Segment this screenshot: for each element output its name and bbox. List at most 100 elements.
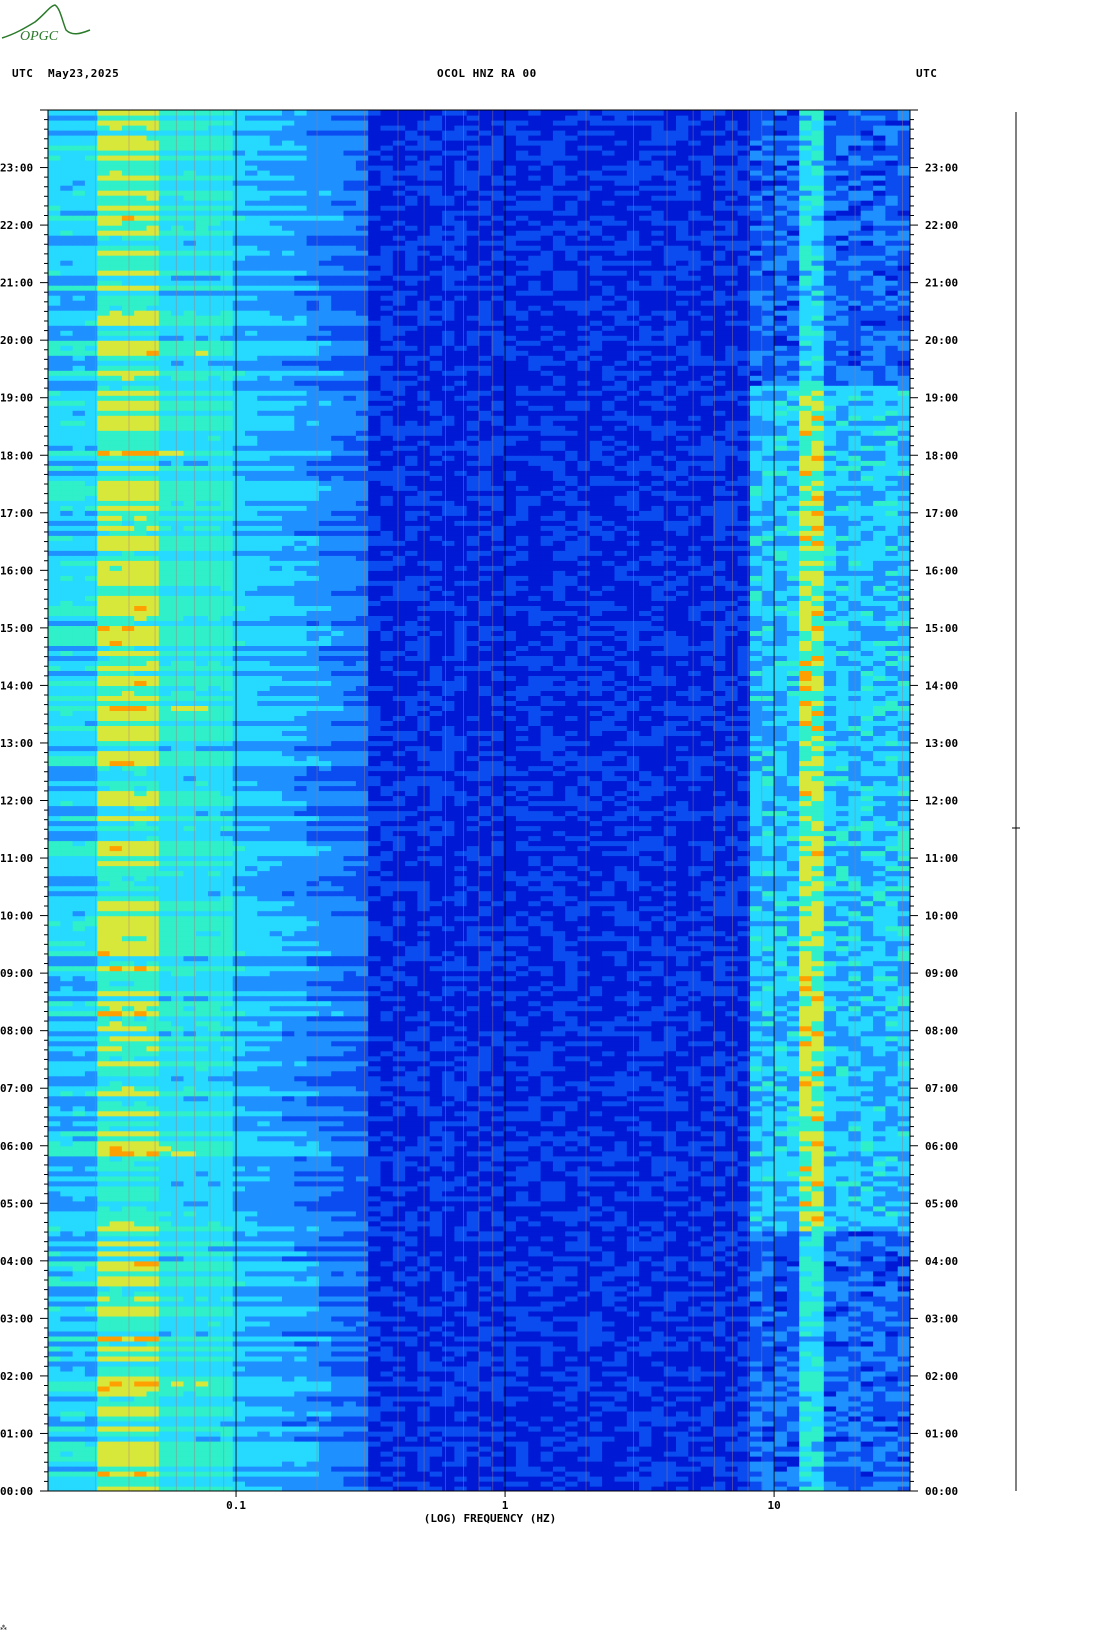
heatmap-cell [762, 1185, 776, 1192]
heatmap-cell [515, 1190, 529, 1197]
heatmap-cell [245, 1160, 258, 1167]
heatmap-cell [873, 1290, 886, 1297]
heatmap-cell [639, 1395, 652, 1402]
heatmap-cell [306, 1155, 320, 1162]
heatmap-cell [208, 1441, 221, 1447]
heatmap-cell [552, 1180, 566, 1187]
heatmap-cell [688, 1446, 702, 1452]
heatmap-cell [774, 1205, 788, 1212]
heatmap-cell [552, 1255, 566, 1262]
heatmap-cell [220, 1265, 234, 1272]
heatmap-cell [84, 1270, 98, 1277]
heatmap-cell [146, 1365, 160, 1372]
heatmap-cell [713, 1325, 726, 1332]
heatmap-cell [676, 1175, 689, 1182]
heatmap-cell [540, 1275, 554, 1282]
heatmap-cell [245, 1240, 258, 1247]
heatmap-cell [725, 1255, 739, 1262]
heatmap-cell [676, 1145, 689, 1152]
heatmap-cell [195, 1471, 209, 1477]
heatmap-cell [651, 1275, 665, 1282]
heatmap-cell [195, 1275, 209, 1282]
heatmap-cell [245, 1220, 258, 1227]
heatmap-cell [700, 1330, 714, 1337]
heatmap-cell [515, 1310, 529, 1317]
heatmap-cell [343, 1355, 357, 1362]
heatmap-cell [836, 1355, 849, 1362]
heatmap-cell [405, 1245, 418, 1252]
heatmap-cell [72, 1375, 86, 1382]
heatmap-cell [183, 1481, 197, 1487]
heatmap-cell [491, 1431, 505, 1437]
heatmap-cell [109, 1441, 123, 1447]
heatmap-cell [257, 1476, 271, 1482]
heatmap-cell [552, 1486, 566, 1491]
heatmap-cell [762, 1370, 776, 1377]
heatmap-cell [97, 1170, 111, 1177]
heatmap-cell [380, 1205, 394, 1212]
heatmap-cell [257, 1420, 271, 1427]
heatmap-cell [97, 1456, 111, 1462]
heatmap-cell [466, 1140, 480, 1147]
heatmap-cell [60, 1155, 74, 1162]
heatmap-cell [786, 1320, 800, 1327]
heatmap-cell [602, 1195, 615, 1202]
heatmap-cell [823, 1345, 837, 1352]
heatmap-cell [799, 1441, 813, 1447]
heatmap-cell [663, 1280, 677, 1287]
heatmap-cell [171, 1461, 184, 1467]
heatmap-cell [183, 1245, 197, 1252]
heatmap-cell [737, 1230, 751, 1237]
heatmap-cell [515, 1390, 529, 1397]
heatmap-cell [885, 1385, 899, 1392]
heatmap-cell [208, 1135, 221, 1142]
heatmap-cell [442, 1436, 455, 1442]
heatmap-cell [109, 1260, 123, 1267]
heatmap-cell [121, 1451, 135, 1457]
heatmap-cell [368, 1175, 382, 1182]
heatmap-cell [343, 1390, 357, 1397]
heatmap-cell [318, 1325, 332, 1332]
heatmap-cell [552, 1370, 566, 1377]
heatmap-cell [306, 1225, 320, 1232]
heatmap-cell [294, 1390, 308, 1397]
heatmap-cell [72, 1345, 86, 1352]
heatmap-cell [873, 1300, 886, 1307]
heatmap-cell [331, 1476, 345, 1482]
heatmap-cell [897, 1210, 910, 1217]
heatmap-cell [220, 1205, 234, 1212]
heatmap-cell [109, 1355, 123, 1362]
heatmap-cell [454, 1230, 468, 1237]
heatmap-cell [208, 1325, 221, 1332]
heatmap-cell [331, 1190, 345, 1197]
heatmap-cell [552, 1160, 566, 1167]
heatmap-cell [762, 1355, 776, 1362]
heatmap-cell [60, 1436, 74, 1442]
heatmap-cell [208, 1225, 221, 1232]
heatmap-cell [515, 1165, 529, 1172]
heatmap-cell [109, 1215, 123, 1222]
heatmap-cell [577, 1390, 591, 1397]
heatmap-cell [282, 1441, 295, 1447]
heatmap-cell [651, 1385, 665, 1392]
heatmap-cell [552, 1471, 566, 1477]
heatmap-cell [134, 1410, 148, 1417]
heatmap-cell [799, 1315, 813, 1322]
heatmap-cell [257, 1225, 271, 1232]
heatmap-cell [663, 1240, 677, 1247]
heatmap-cell [134, 1180, 148, 1187]
heatmap-cell [860, 1330, 874, 1337]
heatmap-cell [109, 1180, 123, 1187]
heatmap-cell [121, 1385, 135, 1392]
heatmap-cell [60, 1456, 74, 1462]
heatmap-cell [515, 1195, 529, 1202]
heatmap-cell [294, 1220, 308, 1227]
heatmap-cell [134, 1140, 148, 1147]
heatmap-cell [540, 1220, 554, 1227]
heatmap-cell [318, 1456, 332, 1462]
heatmap-cell [873, 1150, 886, 1157]
heatmap-cell [823, 1315, 837, 1322]
heatmap-cell [380, 1441, 394, 1447]
heatmap-cell [737, 1315, 751, 1322]
heatmap-cell [109, 1315, 123, 1322]
